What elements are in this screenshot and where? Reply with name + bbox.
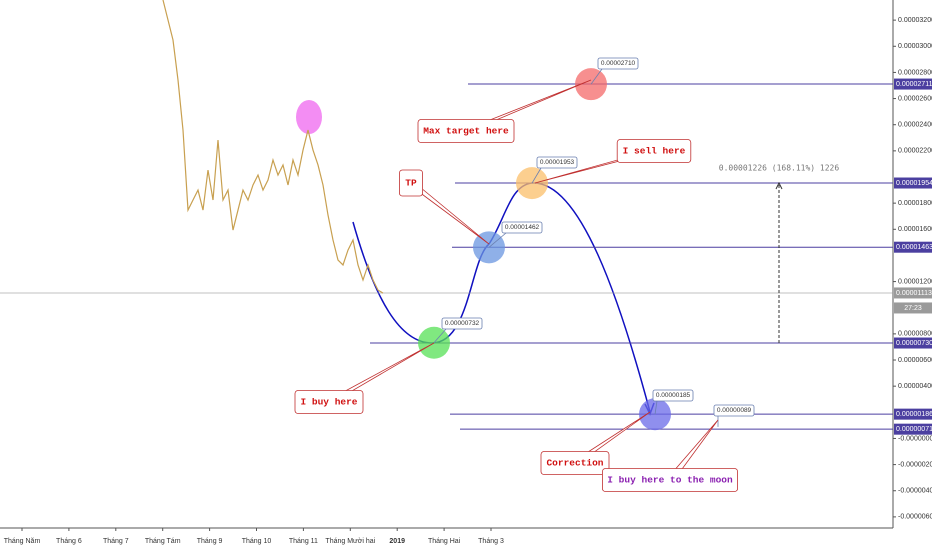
marker-pointer — [531, 167, 542, 184]
x-tick-label: Tháng 10 — [242, 538, 272, 545]
marker-pointer — [590, 68, 603, 85]
y-tick-label: 0.00003200 — [898, 17, 932, 24]
marker-pointer — [488, 232, 507, 248]
level-badge-label: 0.00000186 — [896, 411, 932, 418]
y-tick-label: 0.00003000 — [898, 43, 932, 50]
countdown-badge — [894, 302, 932, 314]
y-tick-label: 0.00000400 — [898, 383, 932, 390]
y-tick-label: -0.00000000 — [898, 435, 932, 442]
level-badge — [894, 408, 932, 420]
marker-label: 0.00002710 — [601, 60, 636, 67]
x-tick-label: Tháng 7 — [103, 538, 129, 545]
level-badge — [894, 423, 932, 435]
callout-box — [417, 119, 515, 143]
y-tick-label: -0.00000200 — [898, 461, 932, 468]
marker-circle — [473, 231, 505, 264]
x-tick-label: Tháng Năm — [4, 538, 41, 545]
x-tick-label: Tháng 6 — [56, 538, 82, 545]
level-badge — [894, 241, 932, 253]
y-tick-label: 0.00000800 — [898, 331, 932, 338]
x-tick-label: Tháng 9 — [197, 538, 223, 545]
y-tick-label: 0.00001600 — [898, 226, 932, 233]
marker-label: 0.00000732 — [445, 320, 480, 327]
level-badge — [894, 287, 932, 299]
y-tick-label: 0.00001800 — [898, 200, 932, 207]
level-badge-label: 0.00001954 — [896, 180, 932, 187]
callout-text: I buy here — [300, 397, 357, 408]
y-tick-label: -0.00000600 — [898, 514, 932, 521]
marker-label: 0.00000089 — [717, 407, 752, 414]
x-tick-label: Tháng 3 — [478, 538, 504, 545]
level-badge — [894, 337, 932, 349]
callout-text: I buy here to the moon — [607, 475, 733, 486]
callout-box — [616, 139, 692, 163]
callout-text: Max target here — [423, 126, 509, 137]
level-badge — [894, 177, 932, 189]
marker-label-box — [501, 221, 543, 234]
y-tick-label: 0.00001200 — [898, 278, 932, 285]
x-tick-label: Tháng 11 — [289, 538, 318, 545]
callout-box — [294, 390, 364, 414]
callout-text: I sell here — [623, 146, 686, 157]
marker-label: 0.00001462 — [505, 224, 540, 231]
countdown-label: 27:23 — [904, 305, 922, 312]
x-tick-label: 2019 — [389, 538, 405, 545]
x-tick-label: Tháng Hai — [428, 538, 461, 545]
x-tick-label: Tháng Tám — [145, 538, 181, 545]
callout-text: TP — [405, 178, 417, 189]
marker-label-box — [713, 404, 755, 417]
level-badge-label: 0.00001113 — [896, 290, 932, 297]
callout-box — [602, 468, 739, 492]
marker-label-box — [652, 389, 694, 402]
x-tick-label: Tháng Mười hai — [325, 538, 375, 545]
marker-pointer — [433, 328, 447, 344]
measure-label: 0.00001226 (168.11%) 1226 — [719, 164, 840, 173]
highlight-circle — [296, 100, 322, 134]
level-badge-label: 0.00000071 — [896, 426, 932, 433]
marker-label: 0.00000185 — [656, 392, 691, 399]
callout-box — [398, 169, 423, 197]
level-badge-label: 0.00001463 — [896, 244, 932, 251]
marker-pointer — [654, 400, 658, 415]
y-tick-label: 0.00002200 — [898, 148, 932, 155]
y-tick-label: 0.00002800 — [898, 69, 932, 76]
marker-label-box — [597, 57, 639, 70]
marker-label-box — [536, 156, 578, 169]
level-badge-label: 0.00000730 — [896, 340, 932, 347]
callout-box — [540, 451, 610, 475]
level-badge — [894, 78, 932, 90]
callout-text: Correction — [546, 458, 603, 469]
marker-label: 0.00001953 — [540, 159, 575, 166]
y-tick-label: 0.00002600 — [898, 95, 932, 102]
y-tick-label: -0.00000400 — [898, 488, 932, 495]
level-badge-label: 0.00002711 — [896, 81, 932, 88]
y-tick-label: 0.00000600 — [898, 357, 932, 364]
price-line — [162, 0, 384, 294]
y-tick-label: 0.00002400 — [898, 122, 932, 129]
measure-arrow — [775, 181, 783, 190]
marker-label-box — [441, 317, 483, 330]
